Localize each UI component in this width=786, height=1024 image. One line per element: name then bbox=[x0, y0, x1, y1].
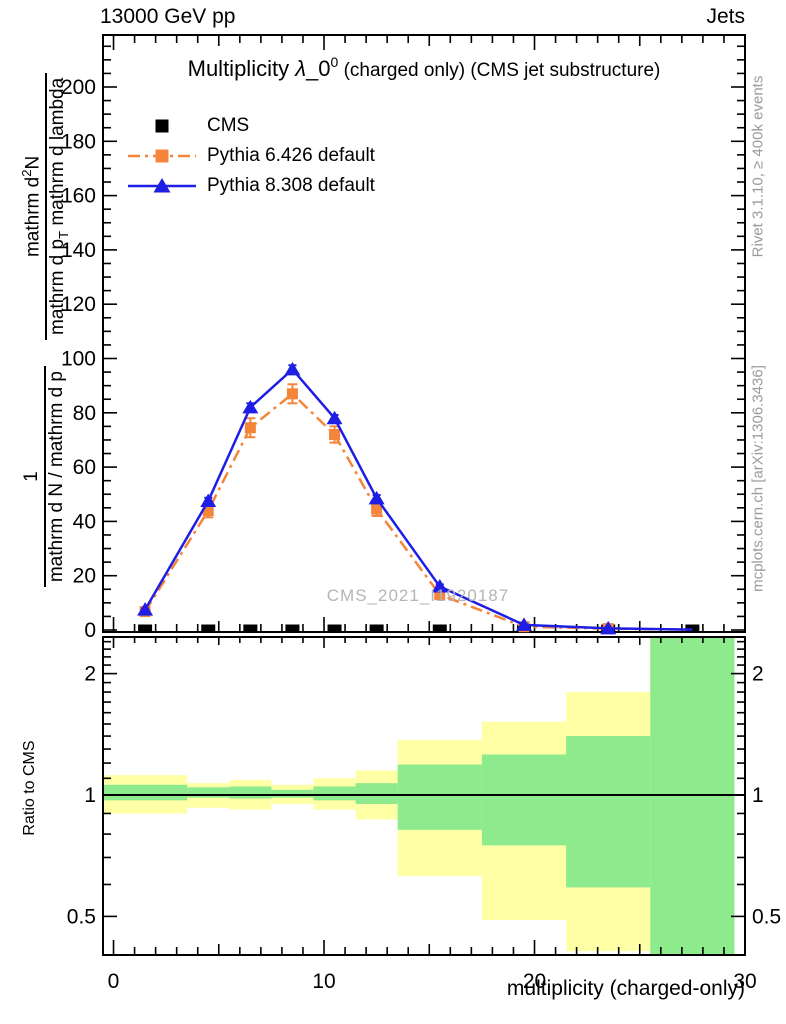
plot-title-sub: _0 bbox=[306, 56, 331, 81]
ratio-band-green bbox=[229, 786, 272, 799]
tick-label: 1 bbox=[752, 784, 764, 807]
tick-label: 160 bbox=[61, 185, 96, 208]
ratio-band-green bbox=[566, 736, 651, 888]
y-axis-label-frac2: mathrm d2N mathrm d pT mathrm d lambda bbox=[18, 72, 72, 340]
main-panel-frame bbox=[102, 34, 746, 633]
x-axis-label: multiplicity (charged-only) bbox=[506, 977, 745, 1000]
tick-label: 30 bbox=[733, 970, 756, 993]
lambda-symbol: λ bbox=[295, 56, 307, 81]
data-marker-triangle bbox=[600, 620, 617, 635]
tick-label: 0.5 bbox=[752, 905, 781, 928]
legend-entry-cms: CMS bbox=[207, 115, 250, 136]
data-marker-square bbox=[286, 388, 298, 400]
tick-label: 0.5 bbox=[67, 905, 96, 928]
tick-label: 60 bbox=[73, 456, 96, 479]
data-marker-triangle bbox=[431, 579, 448, 593]
watermark-analysis-id: CMS_2021_I1920187 bbox=[326, 586, 510, 605]
data-marker-triangle bbox=[242, 399, 259, 414]
data-marker-square bbox=[371, 503, 383, 515]
legend-marker-square bbox=[155, 119, 169, 133]
ratio-band-green bbox=[313, 786, 356, 801]
cms-data-marker bbox=[201, 624, 216, 631]
beam-energy-label: 13000 GeV pp bbox=[100, 5, 236, 28]
data-marker-square bbox=[244, 422, 256, 434]
y-axis-label-frac1: 1 mathrm d N / mathrm d p bbox=[21, 366, 69, 588]
plot-title: Multiplicity λ_00 (charged only) (CMS je… bbox=[103, 54, 745, 82]
ratio-band-green bbox=[187, 787, 230, 798]
cms-data-marker bbox=[285, 624, 300, 631]
data-marker-triangle bbox=[368, 490, 385, 505]
cms-data-marker bbox=[243, 624, 258, 631]
panel-frames bbox=[102, 34, 746, 956]
cms-data-marker bbox=[327, 624, 342, 631]
cms-data-marker bbox=[369, 624, 384, 631]
tick-label: 40 bbox=[73, 510, 96, 533]
plot-title-text: Multiplicity bbox=[187, 56, 296, 81]
tick-label: 0 bbox=[84, 619, 96, 642]
legend-markers bbox=[128, 119, 196, 193]
legend-entry-pythia6: Pythia 6.426 default bbox=[207, 145, 375, 166]
tick-label: 1 bbox=[84, 784, 96, 807]
data-marker-triangle bbox=[137, 602, 154, 616]
ratio-axis-label: Ratio to CMS bbox=[21, 740, 38, 836]
tick-label: 20 bbox=[73, 565, 96, 588]
tick-labels: 0 20 40 60 80 100 120 140 160 180 200 0 10 20 30 2 2 1 1 0.… bbox=[61, 76, 781, 993]
mcplots-reference-note: mcplots.cern.ch [arXiv:1306.3436] bbox=[749, 365, 767, 592]
data-marker-square bbox=[202, 505, 214, 517]
tick-label: 180 bbox=[61, 130, 96, 153]
tick-label: 120 bbox=[61, 293, 96, 316]
tick-label: 80 bbox=[73, 402, 96, 425]
legend-entry-pythia8: Pythia 8.308 default bbox=[207, 175, 375, 196]
cms-data-marker bbox=[138, 624, 153, 631]
tick-label: 10 bbox=[312, 970, 335, 993]
tick-label: 0 bbox=[108, 970, 120, 993]
axis-ticks bbox=[104, 36, 746, 954]
ratio-band-green bbox=[355, 783, 398, 804]
tick-label: 20 bbox=[523, 970, 546, 993]
tick-label: 2 bbox=[84, 663, 96, 686]
legend-marker-triangle bbox=[153, 178, 171, 193]
ratio-band-green bbox=[481, 754, 567, 846]
series-line bbox=[144, 392, 693, 631]
data-marker-triangle bbox=[515, 617, 532, 631]
data-marker-square bbox=[329, 429, 341, 441]
ratio-panel-frame bbox=[102, 636, 746, 956]
legend-marker-square bbox=[155, 149, 169, 163]
plot-title-sup: 0 bbox=[330, 54, 339, 70]
data-marker-triangle bbox=[326, 410, 343, 425]
cms-data-marker bbox=[685, 624, 700, 631]
ratio-band-green bbox=[103, 784, 188, 801]
plot-title-suffix: (charged only) (CMS jet substructure) bbox=[338, 60, 661, 81]
data-marker-triangle bbox=[284, 361, 301, 376]
cms-data-marker bbox=[432, 624, 447, 631]
ratio-band-green bbox=[271, 789, 314, 798]
data-marker-triangle bbox=[200, 493, 217, 508]
tick-label: 140 bbox=[61, 239, 96, 262]
ratio-band-green bbox=[397, 764, 482, 830]
tick-label: 200 bbox=[61, 76, 96, 99]
series-pythia-8-308-default bbox=[137, 361, 693, 635]
data-marker-square bbox=[434, 589, 446, 601]
tick-label: 2 bbox=[752, 663, 764, 686]
analysis-group-label: Jets bbox=[706, 5, 745, 28]
series-line bbox=[144, 367, 693, 631]
y-axis-label: 1 mathrm d N / mathrm d p mathrm d2N mat… bbox=[16, 30, 74, 630]
rivet-version-note: Rivet 3.1.10, ≥ 400k events bbox=[749, 75, 767, 258]
tick-label: 100 bbox=[61, 348, 96, 371]
